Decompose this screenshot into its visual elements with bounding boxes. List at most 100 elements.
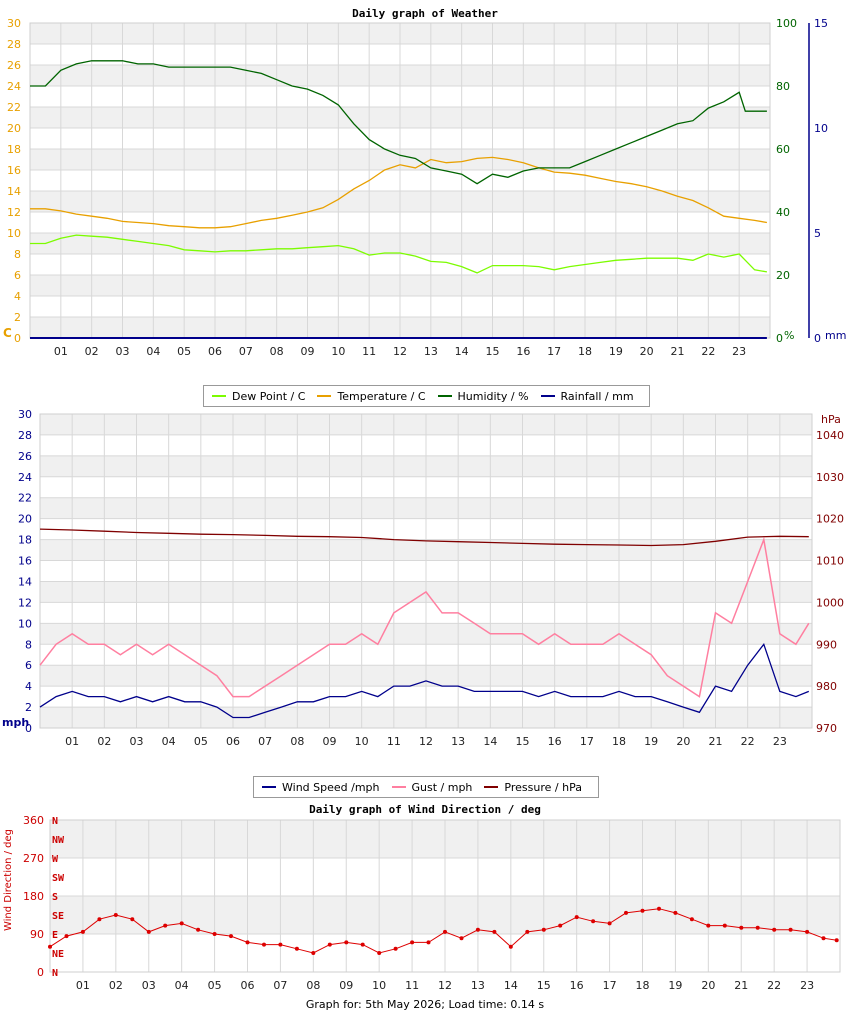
chart1-series-0 [30, 234, 768, 274]
chart2-right-tick: 1040 [816, 429, 844, 442]
chart1-left-tick: 22 [7, 101, 21, 114]
chart3-left-tick: 0 [37, 966, 44, 979]
chart3-left-tick: 90 [30, 928, 44, 941]
chart1-left-tick: 28 [7, 38, 21, 51]
chart2-series-1 [39, 536, 810, 698]
chart2-x-tick: 14 [483, 735, 497, 748]
chart3-compass-label: NW [52, 835, 65, 846]
chart3-frame [49, 819, 841, 973]
chart2-right-tick: 970 [816, 722, 837, 735]
chart2-x-tick: 01 [65, 735, 79, 748]
chart3-y-label: Wind Direction / deg [3, 829, 14, 931]
chart2-x-tick: 06 [226, 735, 240, 748]
chart3-x-tick: 20 [701, 979, 715, 992]
chart3-compass-label: N [52, 968, 58, 979]
chart2-series-2 [39, 528, 809, 547]
chart3-x-tick: 17 [603, 979, 617, 992]
chart1-left-tick: 24 [7, 80, 21, 93]
chart1-x-tick: 07 [239, 345, 253, 358]
chart1-right1-tick: 0 [776, 332, 783, 345]
chart1-right1-tick: 60 [776, 143, 790, 156]
chart2-x-tick: 09 [323, 735, 337, 748]
chart1-right2-tick: 5 [814, 227, 821, 240]
chart3-x-tick: 08 [306, 979, 320, 992]
chart2-left-tick: 12 [18, 596, 32, 609]
chart1-left-tick: 20 [7, 122, 21, 135]
legend-temperature: Temperature / C [317, 390, 426, 403]
chart2-frame [39, 413, 813, 729]
chart1-right2-tick: 15 [814, 17, 828, 30]
chart3-x-tick: 23 [800, 979, 814, 992]
chart2-x-tick: 21 [709, 735, 723, 748]
chart2-x-tick: 08 [290, 735, 304, 748]
chart1-x-tick: 06 [208, 345, 222, 358]
chart2-x-tick: 07 [258, 735, 272, 748]
chart3-left-tick: 180 [23, 890, 44, 903]
chart2-series-0 [39, 642, 810, 719]
chart1-x-tick: 21 [671, 345, 685, 358]
legend-humidity: Humidity / % [437, 390, 529, 403]
footer-status: Graph for: 5th May 2026; Load time: 0.14… [305, 998, 545, 1011]
chart3-x-tick: 01 [76, 979, 90, 992]
chart2-x-tick: 12 [419, 735, 433, 748]
chart1-x-tick: 18 [578, 345, 592, 358]
chart3-x-tick: 18 [636, 979, 650, 992]
chart2-left-unit: mph [2, 716, 29, 729]
chart1-left-tick: 10 [7, 227, 21, 240]
chart2-x-tick: 10 [355, 735, 369, 748]
chart1-x-tick: 12 [393, 345, 407, 358]
chart1-series-2 [30, 60, 767, 185]
chart1-x-tick: 08 [270, 345, 284, 358]
chart3-trail [49, 908, 837, 954]
chart2-left-tick: 0 [25, 722, 32, 735]
chart1-left-tick: 6 [14, 269, 21, 282]
chart2-left-tick: 22 [18, 492, 32, 505]
chart3-x-tick: 07 [273, 979, 287, 992]
chart1-right1-tick: 20 [776, 269, 790, 282]
chart2-left-tick: 8 [25, 638, 32, 651]
chart1-right1-tick: 100 [776, 17, 797, 30]
chart1-x-tick: 02 [85, 345, 99, 358]
chart3-compass-label: E [52, 930, 58, 941]
chart2-right-tick: 1030 [816, 471, 844, 484]
chart2-x-tick: 17 [580, 735, 594, 748]
chart2-x-tick: 16 [548, 735, 562, 748]
chart2-left-tick: 24 [18, 471, 32, 484]
chart1-x-tick: 09 [301, 345, 315, 358]
chart2-x-tick: 05 [194, 735, 208, 748]
chart2-left-tick: 2 [25, 701, 32, 714]
chart1-left-tick: 8 [14, 248, 21, 261]
legend-rainfall: Rainfall / mm [540, 390, 634, 403]
chart2-left-tick: 26 [18, 450, 32, 463]
chart3-x-tick: 03 [142, 979, 156, 992]
chart3-left-tick: 360 [23, 814, 44, 827]
chart1-x-tick: 16 [516, 345, 530, 358]
chart1-x-tick: 05 [177, 345, 191, 358]
chart1-right2-tick: 10 [814, 122, 828, 135]
chart3-compass-label: S [52, 892, 58, 903]
chart2-left-tick: 4 [25, 680, 32, 693]
chart3-compass-label: SW [52, 873, 65, 884]
chart2-right-tick: 1000 [816, 596, 844, 609]
chart3-title: Daily graph of Wind Direction / deg [309, 803, 541, 816]
chart1-left-tick: 14 [7, 185, 21, 198]
chart1-left-unit: C [3, 326, 12, 340]
chart1-left-tick: 4 [14, 290, 21, 303]
chart3-x-tick: 05 [208, 979, 222, 992]
chart1-x-tick: 20 [640, 345, 654, 358]
chart2-left-tick: 6 [25, 659, 32, 672]
chart1-x-tick: 17 [547, 345, 561, 358]
chart1-x-tick: 14 [455, 345, 469, 358]
chart1-right2-tick: 0 [814, 332, 821, 345]
chart3-compass-label: NE [52, 949, 64, 960]
chart2-x-tick: 18 [612, 735, 626, 748]
chart2-x-tick: 03 [130, 735, 144, 748]
chart3-x-tick: 19 [668, 979, 682, 992]
chart2-x-tick: 11 [387, 735, 401, 748]
chart1-legend: Dew Point / C Temperature / C Humidity /… [203, 385, 650, 407]
chart2-left-tick: 10 [18, 617, 32, 630]
chart1-x-tick: 03 [116, 345, 130, 358]
chart2-x-tick: 02 [97, 735, 111, 748]
chart2-left-tick: 16 [18, 555, 32, 568]
chart1-left-tick: 12 [7, 206, 21, 219]
